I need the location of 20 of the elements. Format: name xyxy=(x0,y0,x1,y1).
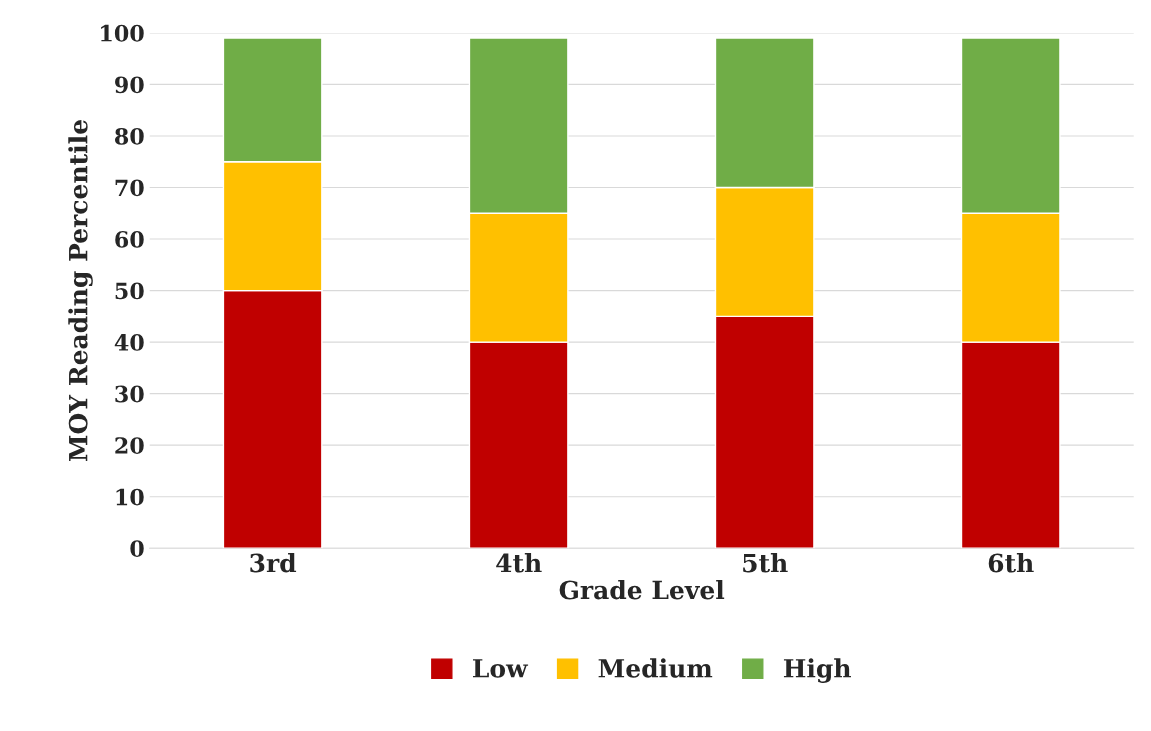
y-tick-label: 20 xyxy=(115,437,144,454)
x-tick-label: 5th xyxy=(743,553,788,573)
y-tick-label: 70 xyxy=(115,179,144,197)
y-tick-label: 80 xyxy=(114,127,144,145)
y-axis-title: MOY Reading Percentile xyxy=(68,120,93,462)
y-tick-label: 30 xyxy=(115,385,144,403)
y-tick-label: 50 xyxy=(115,282,144,300)
x-axis-title: Grade Level xyxy=(559,580,725,600)
y-tick-label: 0 xyxy=(130,540,144,558)
y-tick-label: 60 xyxy=(115,230,144,248)
y-tick-label: 100 xyxy=(101,24,144,42)
y-tick-label: 90 xyxy=(115,76,144,94)
x-tick-label: 6th xyxy=(988,553,1034,573)
y-tick-label: 40 xyxy=(114,334,144,351)
x-tick-label: 3rd xyxy=(250,553,297,573)
legend-label: High xyxy=(783,658,851,683)
legend-label: Medium xyxy=(598,658,713,678)
x-tick-label: 4th xyxy=(496,553,542,573)
y-tick-label: 10 xyxy=(116,488,144,506)
legend-label: Low xyxy=(472,659,529,678)
